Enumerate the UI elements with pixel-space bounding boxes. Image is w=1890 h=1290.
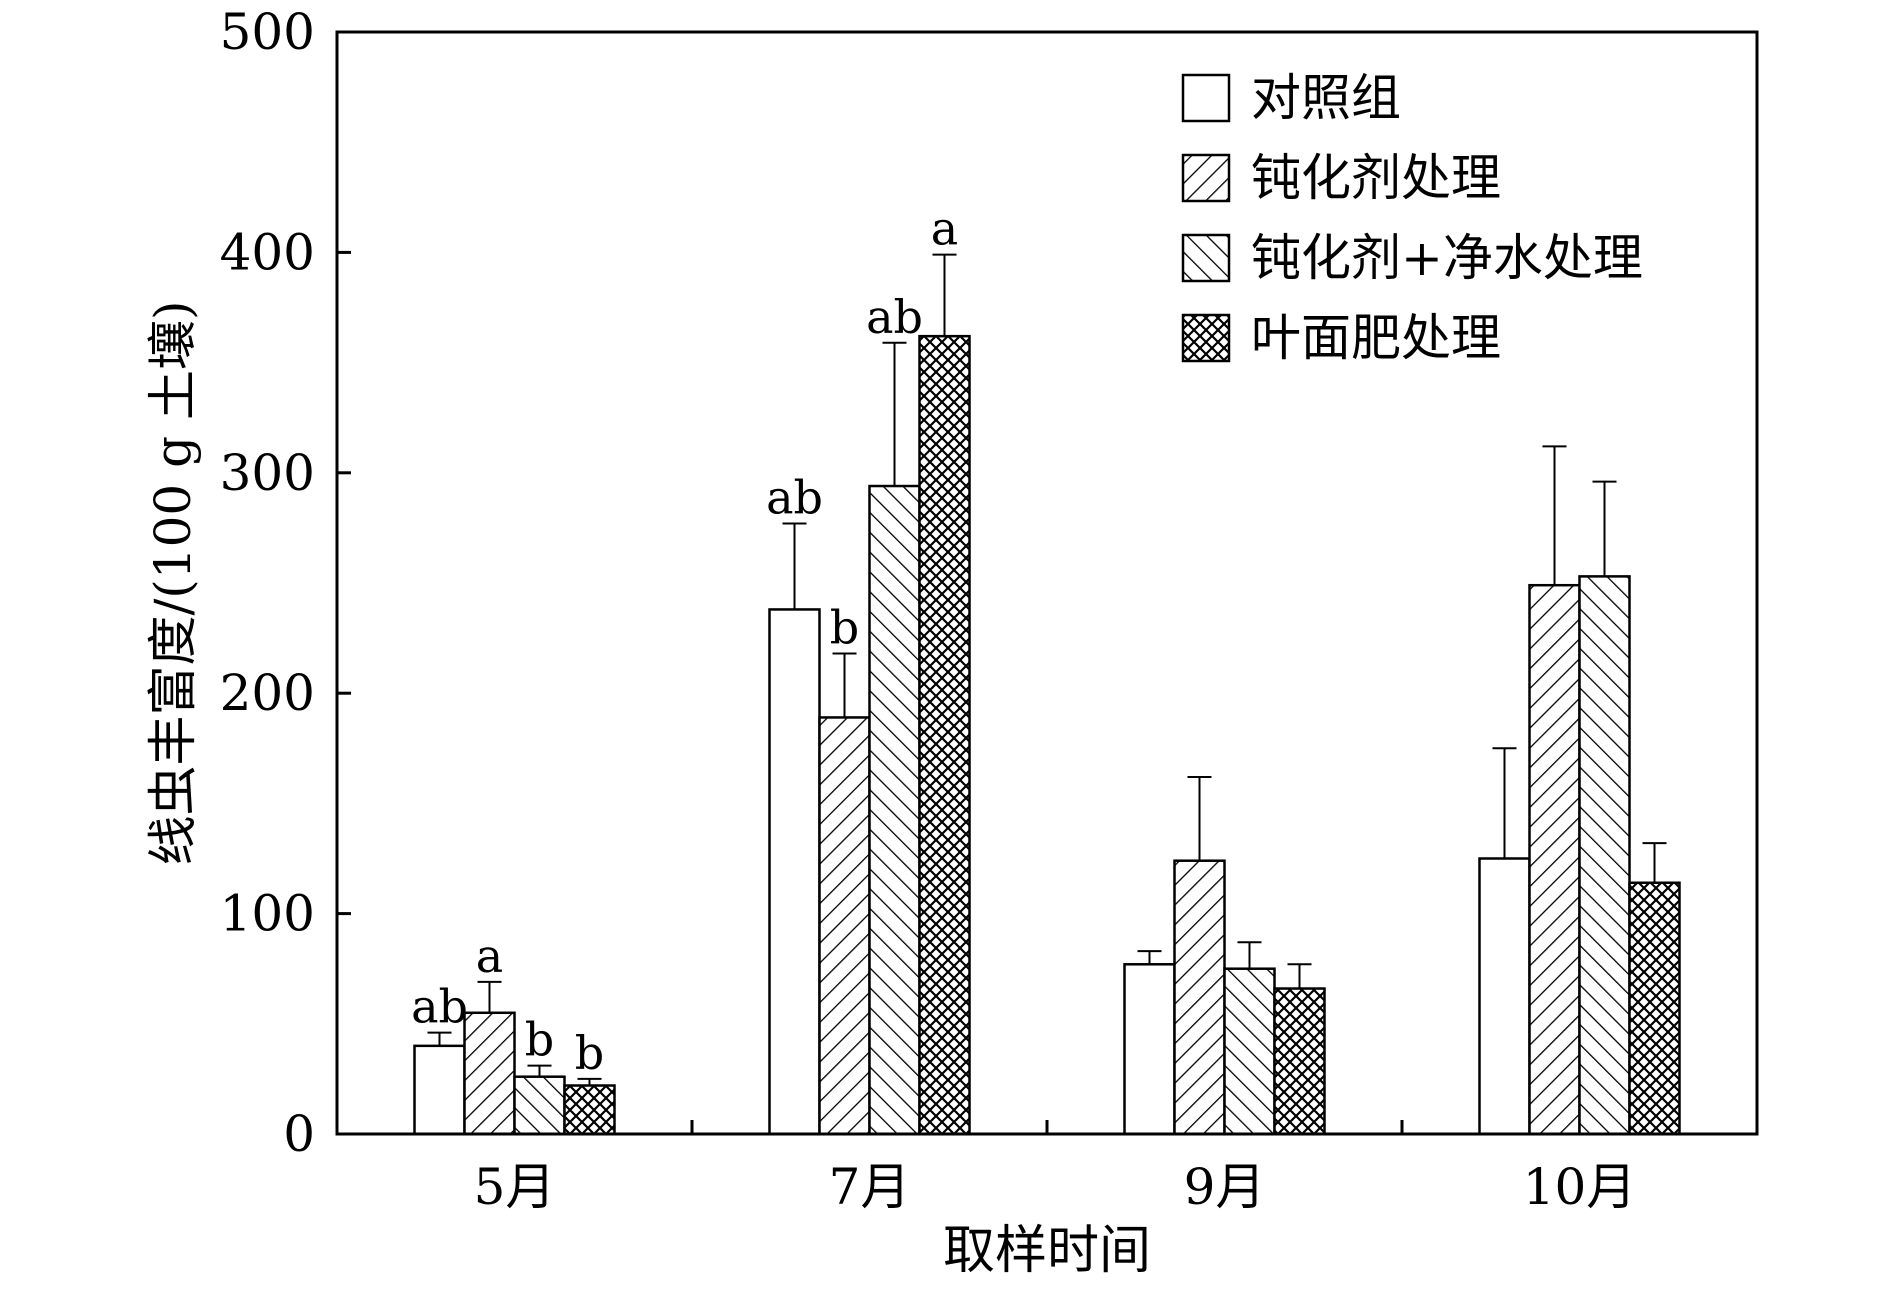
legend-label: 钝化剂+净水处理: [1251, 229, 1643, 287]
bar: [1123, 963, 1176, 1136]
bar: [1528, 583, 1581, 1136]
bar: [1223, 967, 1276, 1136]
bar: [1173, 859, 1226, 1136]
significance-letter: b: [830, 601, 859, 655]
legend-swatch: [1181, 233, 1231, 283]
bar: [918, 334, 971, 1136]
bar: [868, 484, 921, 1136]
y-axis: 0 100 200 300 400 500: [220, 3, 351, 1163]
significance-letter: a: [476, 929, 503, 983]
y-tick-label: 500: [220, 3, 315, 61]
bars-layer: [413, 334, 1681, 1136]
bar: [1478, 857, 1531, 1136]
bar: [513, 1075, 566, 1136]
significance-letter: b: [575, 1026, 604, 1080]
legend-swatch: [1181, 153, 1231, 203]
significance-letter: ab: [411, 980, 468, 1034]
x-tick-label: 10月: [1523, 1158, 1637, 1216]
bar: [818, 716, 871, 1136]
significance-letter: b: [525, 1013, 554, 1067]
x-tick-label: 5月: [474, 1158, 556, 1216]
legend-swatch: [1181, 73, 1231, 123]
legend-label: 钝化剂处理: [1251, 149, 1501, 207]
legend-label: 对照组: [1251, 69, 1401, 127]
x-axis: 5月 7月 9月 10月: [474, 1120, 1637, 1216]
x-tick-label: 7月: [829, 1158, 911, 1216]
significance-letter: ab: [766, 470, 823, 524]
y-tick-label: 400: [220, 223, 315, 281]
error-bars-layer: [427, 253, 1667, 1086]
bar: [768, 608, 821, 1136]
legend-swatch: [1181, 313, 1231, 363]
bar: [1578, 575, 1631, 1136]
y-tick-label: 300: [220, 444, 315, 502]
x-axis-label: 取样时间: [943, 1221, 1151, 1281]
bar: [1273, 987, 1326, 1136]
legend-label: 叶面肥处理: [1251, 309, 1501, 367]
y-tick-label: 200: [220, 664, 315, 722]
bar: [563, 1084, 616, 1136]
bar: [1628, 881, 1681, 1136]
significance-letter: ab: [866, 290, 923, 344]
significance-letter: a: [931, 202, 958, 256]
y-tick-label: 100: [220, 885, 315, 943]
y-tick-label: 0: [283, 1105, 315, 1163]
bar: [463, 1011, 516, 1136]
y-axis-label: 线虫丰富度/(100 g 土壤): [144, 300, 202, 865]
bar: [413, 1044, 466, 1136]
x-tick-label: 9月: [1184, 1158, 1266, 1216]
